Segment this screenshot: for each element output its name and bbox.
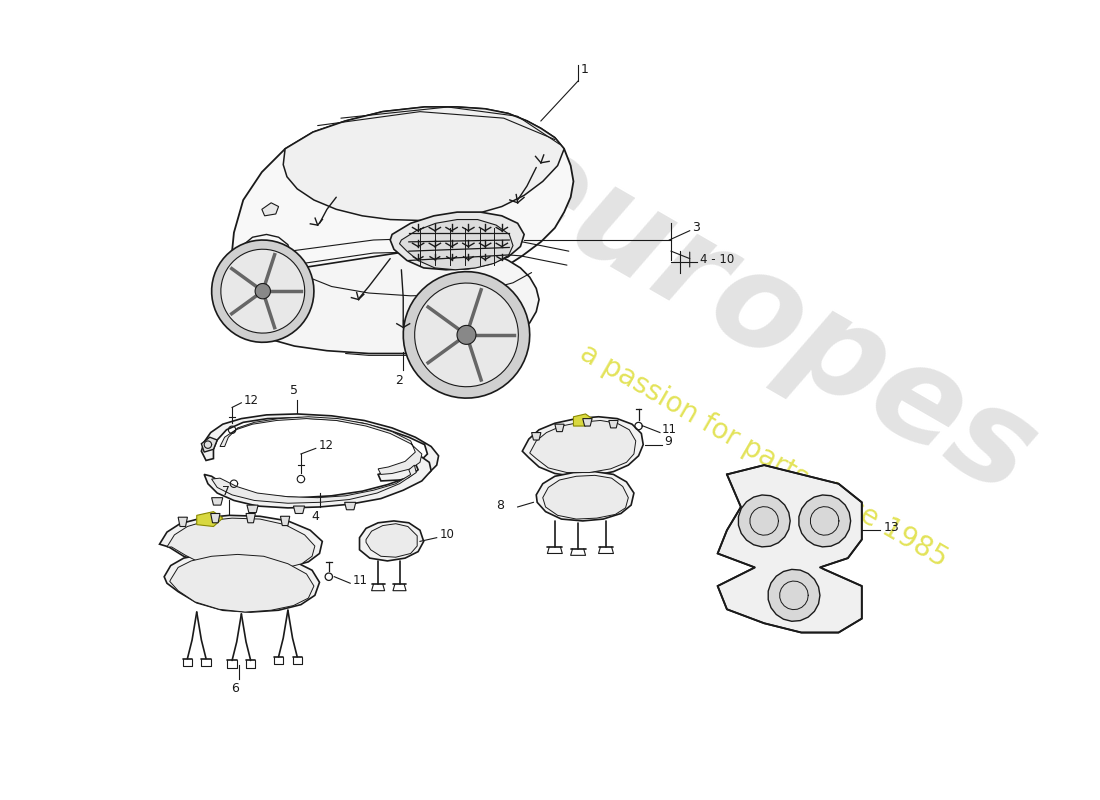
Polygon shape xyxy=(220,417,421,474)
Text: 5: 5 xyxy=(290,384,298,398)
Polygon shape xyxy=(197,512,223,526)
Polygon shape xyxy=(178,518,187,526)
Text: 4: 4 xyxy=(312,510,320,522)
Polygon shape xyxy=(211,498,223,505)
Polygon shape xyxy=(248,505,258,513)
Text: 8: 8 xyxy=(496,498,504,512)
Polygon shape xyxy=(530,421,636,473)
Polygon shape xyxy=(390,212,525,270)
Polygon shape xyxy=(531,433,541,440)
Polygon shape xyxy=(399,219,513,270)
Polygon shape xyxy=(522,417,644,476)
Text: 11: 11 xyxy=(353,574,369,587)
Polygon shape xyxy=(542,475,628,519)
Polygon shape xyxy=(344,502,355,510)
Polygon shape xyxy=(536,472,634,521)
Polygon shape xyxy=(201,414,439,481)
Polygon shape xyxy=(717,465,861,633)
Polygon shape xyxy=(160,515,322,570)
Polygon shape xyxy=(167,518,315,571)
Text: 3: 3 xyxy=(693,222,701,234)
Polygon shape xyxy=(211,465,416,503)
Polygon shape xyxy=(360,521,424,561)
Text: 9: 9 xyxy=(664,435,672,448)
Polygon shape xyxy=(738,495,790,547)
Text: a passion for parts since 1985: a passion for parts since 1985 xyxy=(575,338,953,573)
Polygon shape xyxy=(221,250,305,333)
Text: 12: 12 xyxy=(319,439,333,452)
Polygon shape xyxy=(229,244,539,354)
Text: 11: 11 xyxy=(662,423,676,436)
Polygon shape xyxy=(608,421,618,428)
Polygon shape xyxy=(768,570,820,622)
Polygon shape xyxy=(211,240,314,342)
Polygon shape xyxy=(169,554,314,612)
Text: europes: europes xyxy=(472,111,1056,522)
Polygon shape xyxy=(294,506,305,514)
Polygon shape xyxy=(229,107,573,305)
Polygon shape xyxy=(280,516,289,526)
Text: 6: 6 xyxy=(231,682,239,695)
Polygon shape xyxy=(366,524,417,558)
Text: 7: 7 xyxy=(221,485,230,498)
Polygon shape xyxy=(404,272,530,398)
Polygon shape xyxy=(255,283,271,299)
Polygon shape xyxy=(799,495,850,547)
Polygon shape xyxy=(283,107,564,221)
Polygon shape xyxy=(246,514,255,522)
Polygon shape xyxy=(415,283,518,386)
Text: 4 - 10: 4 - 10 xyxy=(700,253,734,266)
Polygon shape xyxy=(456,326,476,344)
Text: 2: 2 xyxy=(396,374,404,387)
Polygon shape xyxy=(164,552,319,612)
Polygon shape xyxy=(201,438,217,452)
Text: 10: 10 xyxy=(440,528,454,542)
Polygon shape xyxy=(554,424,564,432)
Polygon shape xyxy=(573,414,592,426)
Text: 12: 12 xyxy=(244,394,260,406)
Text: 1: 1 xyxy=(581,63,589,76)
Polygon shape xyxy=(205,456,431,508)
Polygon shape xyxy=(262,203,278,216)
Text: 13: 13 xyxy=(883,521,899,534)
Polygon shape xyxy=(583,418,592,426)
Polygon shape xyxy=(211,514,220,522)
